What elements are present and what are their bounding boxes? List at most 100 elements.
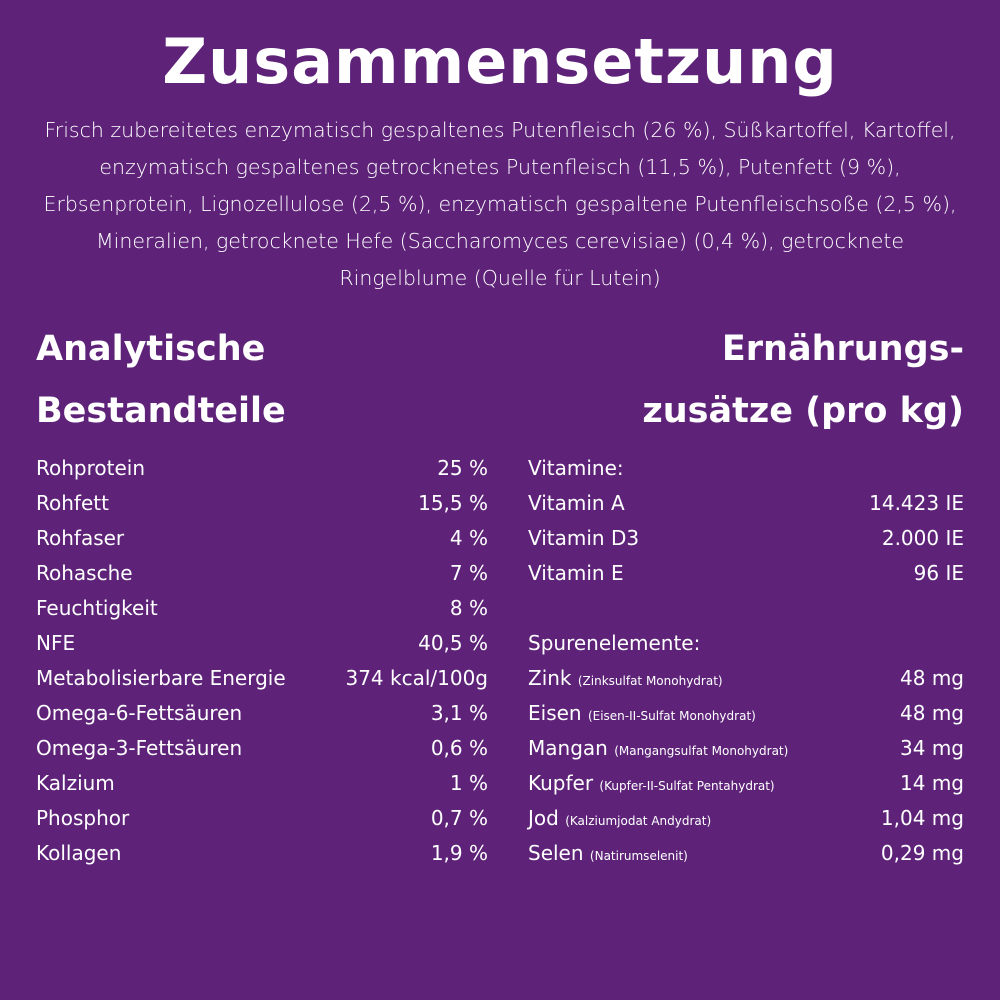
table-row: NFE 40,5 %: [36, 626, 488, 661]
table-row: Jod (Kalziumjodat Andydrat) 1,04 mg: [528, 801, 964, 836]
table-row: Vitamin A 14.423 IE: [528, 486, 964, 521]
row-label-text: Phosphor: [36, 806, 130, 830]
row-label-text: Metabolisierbare Energie: [36, 666, 286, 690]
row-label: Rohasche: [36, 556, 133, 591]
row-value: 48 mg: [900, 666, 964, 690]
row-label-text: Zink: [528, 666, 572, 690]
row-value: 374 kcal/100g: [345, 666, 488, 690]
row-value: 0,29 mg: [880, 841, 964, 865]
vitamins-label: Vitamine:: [528, 456, 624, 480]
row-value: 4 %: [449, 526, 488, 550]
table-row: Eisen (Eisen-II-Sulfat Monohydrat) 48 mg: [528, 696, 964, 731]
table-row: Zink (Zinksulfat Monohydrat) 48 mg: [528, 661, 964, 696]
row-label-text: Kollagen: [36, 841, 122, 865]
analytic-heading: Analytische Bestandteile: [36, 318, 286, 442]
table-row: Omega-6-Fettsäuren 3,1 %: [36, 696, 488, 731]
row-label: Phosphor: [36, 801, 129, 836]
table-row: Rohasche 7 %: [36, 556, 488, 591]
row-label-text: Vitamin A: [528, 491, 625, 515]
row-note: (Kalziumjodat Andydrat): [565, 814, 712, 828]
additives-heading-line2: zusätze (pro kg): [642, 391, 964, 431]
trace-label-row: Spurenelemente:: [528, 626, 964, 661]
table-row: Kupfer (Kupfer-II-Sulfat Pentahydrat) 14 …: [528, 766, 964, 801]
row-label-text: Kupfer: [528, 771, 594, 795]
row-value: 34 mg: [900, 736, 964, 760]
row-label-text: Mangan: [528, 736, 608, 760]
row-label: NFE: [36, 626, 75, 661]
table-row: Rohfaser 4 %: [36, 521, 488, 556]
row-value: 25 %: [437, 456, 488, 480]
table-row: Rohfett 15,5 %: [36, 486, 488, 521]
row-label-text: Vitamin D3: [528, 526, 640, 550]
row-note: (Natirumselenit): [589, 849, 688, 863]
row-value: 7 %: [449, 561, 488, 585]
vitamins-label-row: Vitamine:: [528, 451, 964, 486]
row-label: Vitamin A: [528, 486, 625, 521]
row-value: 3,1 %: [430, 701, 488, 725]
additives-table: Vitamine: Vitamin A 14.423 IE Vitamin D3 2.…: [528, 451, 964, 871]
row-label-text: Omega-3-Fettsäuren: [36, 736, 243, 760]
row-note: (Eisen-II-Sulfat Monohydrat): [587, 709, 756, 723]
analytic-table: Rohprotein 25 % Rohfett 15,5 % Rohfaser 4 % Ro…: [36, 451, 488, 871]
row-label-text: Eisen: [528, 701, 582, 725]
row-label-text: Rohfaser: [36, 526, 125, 550]
row-label-text: Rohasche: [36, 561, 133, 585]
row-value: 48 mg: [900, 701, 964, 725]
row-label-text: NFE: [36, 631, 76, 655]
row-label: Omega-6-Fettsäuren: [36, 696, 242, 731]
row-label: Vitamin E: [528, 556, 624, 591]
row-label: Metabolisierbare Energie: [36, 661, 286, 696]
table-row: Vitamin D3 2.000 IE: [528, 521, 964, 556]
table-row: Selen (Natirumselenit) 0,29 mg: [528, 836, 964, 871]
row-label: Zink (Zinksulfat Monohydrat): [528, 661, 723, 699]
row-note: (Kupfer-II-Sulfat Pentahydrat): [599, 779, 775, 793]
row-label-text: Feuchtigkeit: [36, 596, 158, 620]
trace-label: Spurenelemente:: [528, 631, 701, 655]
row-note: (Zinksulfat Monohydrat): [577, 674, 723, 688]
row-label: Vitamin D3: [528, 521, 639, 556]
row-label-text: Rohprotein: [36, 456, 146, 480]
row-label-text: Jod: [528, 806, 559, 830]
table-row: Kalzium 1 %: [36, 766, 488, 801]
row-value: 2.000 IE: [881, 526, 964, 550]
additives-heading: Ernährungs- zusätze (pro kg): [642, 318, 964, 442]
row-label: Omega-3-Fettsäuren: [36, 731, 242, 766]
row-label-text: Kalzium: [36, 771, 115, 795]
row-value: 15,5 %: [418, 491, 488, 515]
row-label-text: Selen: [528, 841, 584, 865]
composition-text: Frisch zubereitetes enzymatisch gespalte…: [43, 118, 957, 290]
row-value: 0,6 %: [430, 736, 488, 760]
row-note: (Mangangsulfat Monohydrat): [614, 744, 789, 758]
table-row: Feuchtigkeit 8 %: [36, 591, 488, 626]
row-label: Kupfer (Kupfer-II-Sulfat Pentahydrat): [528, 766, 775, 804]
row-label-text: Omega-6-Fettsäuren: [36, 701, 243, 725]
row-label-text: Rohfett: [36, 491, 109, 515]
additives-heading-line1: Ernährungs-: [721, 329, 964, 369]
row-value: 0,7 %: [430, 806, 488, 830]
table-row: Kollagen 1,9 %: [36, 836, 488, 871]
row-value: 1,9 %: [430, 841, 488, 865]
table-row: Rohprotein 25 %: [36, 451, 488, 486]
table-row: Omega-3-Fettsäuren 0,6 %: [36, 731, 488, 766]
row-label: Mangan (Mangangsulfat Monohydrat): [528, 731, 788, 769]
row-value: 40,5 %: [418, 631, 488, 655]
row-label: Kollagen: [36, 836, 121, 871]
row-label: Rohfett: [36, 486, 109, 521]
row-label: Selen (Natirumselenit): [528, 836, 688, 874]
row-label: Jod (Kalziumjodat Andydrat): [528, 801, 711, 839]
analytic-heading-line2: Bestandteile: [36, 391, 286, 431]
analytic-heading-line1: Analytische: [36, 329, 266, 369]
row-value: 8 %: [449, 596, 488, 620]
row-label: Feuchtigkeit: [36, 591, 158, 626]
table-row: Phosphor 0,7 %: [36, 801, 488, 836]
row-label: Rohfaser: [36, 521, 124, 556]
row-value: 1 %: [449, 771, 488, 795]
row-value: 96 IE: [913, 561, 964, 585]
table-row: Vitamin E 96 IE: [528, 556, 964, 591]
row-label: Eisen (Eisen-II-Sulfat Monohydrat): [528, 696, 756, 734]
row-value: 14.423 IE: [869, 491, 964, 515]
table-row: Mangan (Mangangsulfat Monohydrat) 34 mg: [528, 731, 964, 766]
row-label: Rohprotein: [36, 451, 145, 486]
row-value: 14 mg: [900, 771, 964, 795]
row-label-text: Vitamin E: [528, 561, 624, 585]
